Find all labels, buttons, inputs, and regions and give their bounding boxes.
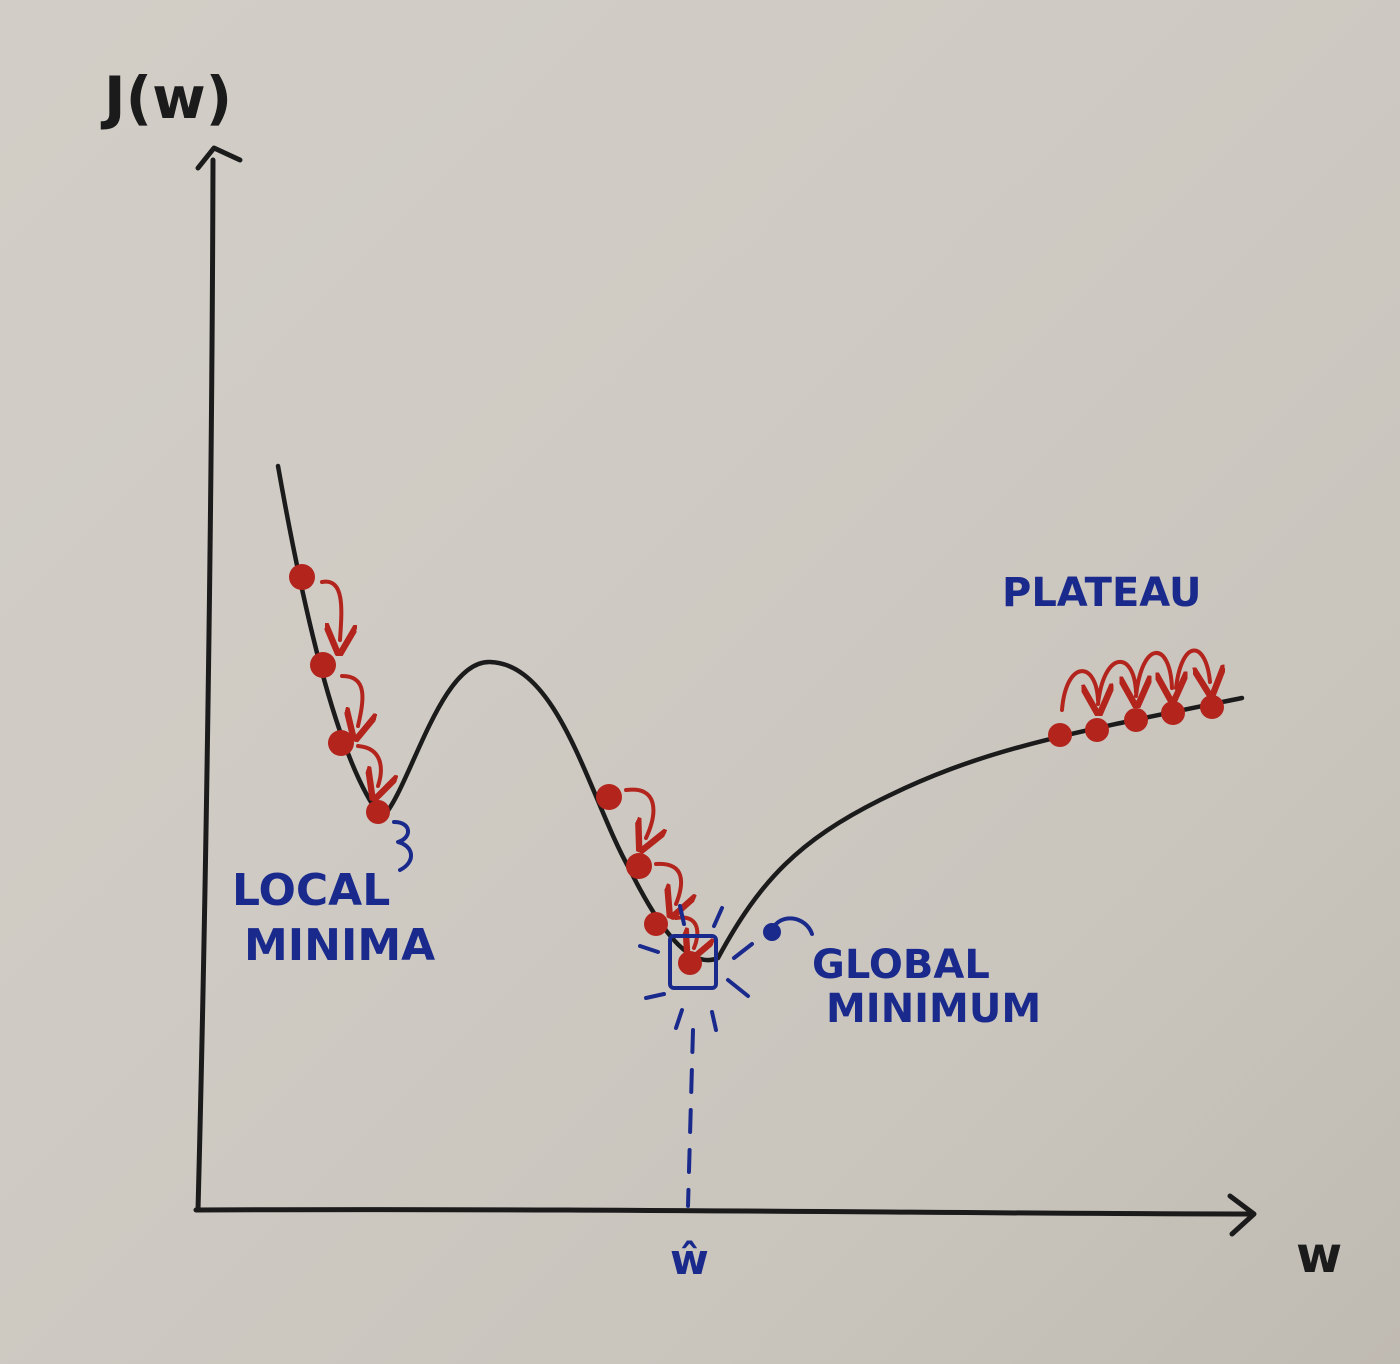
step-arrow-icon: [320, 579, 341, 640]
local-minima-label-line-2: MINIMA: [244, 920, 435, 971]
y-axis: [195, 157, 216, 1213]
x-axis: [193, 1207, 1251, 1217]
global-minimum-label-line-2: MINIMUM: [826, 986, 1041, 1032]
step-dot: [678, 951, 702, 975]
target-rays-icon: [638, 904, 754, 1032]
target-dot: [763, 923, 781, 941]
step-dot: [289, 564, 315, 590]
step-dot: [626, 853, 652, 879]
y-axis-arrow-icon: [195, 145, 243, 171]
step-arrow-icon: [1060, 669, 1098, 710]
local-minima-label-line-1: LOCAL: [232, 865, 390, 916]
step-dot: [1124, 708, 1148, 732]
step-arrow-icon: [1134, 651, 1172, 696]
step-arrows-local: [320, 579, 381, 786]
blue-marks: [392, 820, 814, 1208]
step-dot: [310, 652, 336, 678]
step-dot: [1048, 723, 1072, 747]
step-dot: [644, 912, 668, 936]
y-axis-label: J(w): [100, 64, 232, 132]
pointer-squiggle-icon: [392, 820, 413, 872]
step-dot: [596, 784, 622, 810]
step-arrow-icon: [1174, 648, 1210, 688]
step-dot: [1085, 718, 1109, 742]
step-dot: [366, 800, 390, 824]
plateau-steps: [1048, 695, 1224, 747]
step-arrow-icon: [340, 674, 362, 726]
w-hat-dashed-line: [686, 1028, 695, 1208]
plateau-arrows: [1060, 648, 1210, 710]
plateau-label: PLATEAU: [1002, 570, 1201, 616]
step-arrow-icon: [654, 861, 681, 904]
descent-steps-global: [596, 784, 702, 975]
x-axis-arrow-icon: [1227, 1193, 1257, 1237]
step-arrow-icon: [356, 744, 381, 786]
global-minimum-square-icon: [668, 934, 718, 990]
step-arrow-icon: [624, 787, 653, 838]
cost-curve: [275, 463, 1245, 963]
step-dot: [1200, 695, 1224, 719]
x-axis-label: w: [1296, 1226, 1342, 1284]
global-minimum-label-line-1: GLOBAL: [812, 942, 990, 988]
x-marker-label: ŵ: [670, 1235, 709, 1284]
step-dot: [328, 730, 354, 756]
step-arrow-icon: [1096, 660, 1136, 704]
step-dot: [1161, 701, 1185, 725]
axes: [193, 145, 1257, 1237]
